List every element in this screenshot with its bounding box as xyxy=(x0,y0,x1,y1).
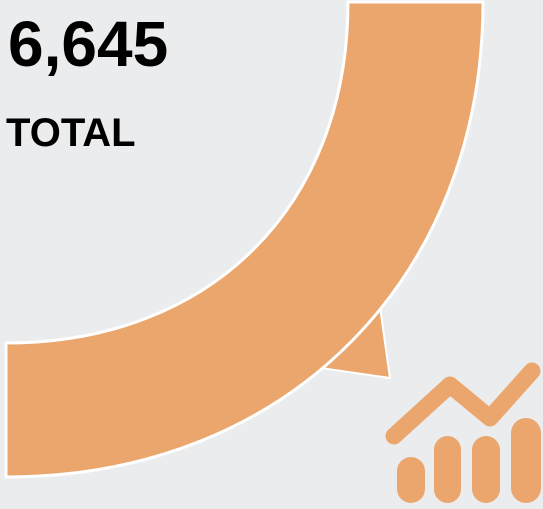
chart-bar-1 xyxy=(397,457,425,503)
trend-line xyxy=(385,362,541,445)
growth-chart-icon xyxy=(385,362,541,503)
chart-bar-2 xyxy=(434,436,461,503)
total-value: 6,645 xyxy=(8,8,169,80)
chart-bar-3 xyxy=(472,436,500,503)
progress-arc xyxy=(4,0,485,479)
total-label: TOTAL xyxy=(6,111,136,155)
chart-bar-4 xyxy=(511,418,541,503)
